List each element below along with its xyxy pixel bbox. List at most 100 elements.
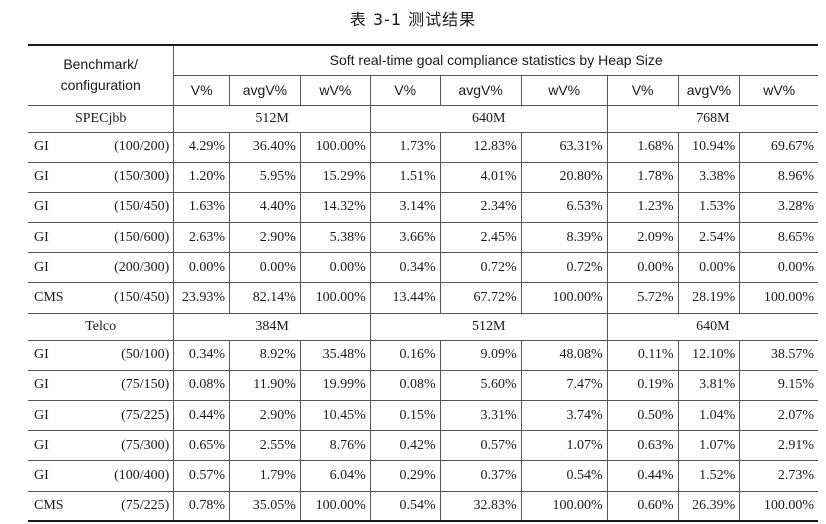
column-header: wV% bbox=[521, 75, 608, 106]
table-row: GI (50/100) 0.34% 8.92% 35.48% 0.16% 9.09% 48.0… bbox=[28, 340, 818, 371]
heap-size-header: 768M bbox=[607, 105, 818, 133]
value-cell: 3.66% bbox=[370, 222, 441, 254]
value-cell: 48.08% bbox=[521, 340, 608, 371]
section-name: Telco bbox=[28, 313, 175, 341]
value-cell: 0.15% bbox=[370, 400, 441, 432]
heap-size-header: 640M bbox=[370, 105, 608, 133]
value-cell: 5.72% bbox=[607, 282, 679, 314]
value-cell: 3.81% bbox=[678, 370, 741, 402]
value-cell: 2.90% bbox=[229, 400, 301, 432]
column-header: V% bbox=[370, 75, 441, 106]
value-cell: 4.01% bbox=[440, 162, 522, 193]
value-cell: 100.00% bbox=[300, 282, 371, 314]
value-cell: 32.83% bbox=[440, 491, 522, 523]
value-cell: 3.31% bbox=[440, 400, 522, 432]
group-title-header: Soft real-time goal compliance statistic… bbox=[173, 44, 818, 76]
value-cell: 100.00% bbox=[300, 491, 371, 523]
value-cell: 11.90% bbox=[229, 370, 301, 402]
value-cell: 0.00% bbox=[229, 252, 301, 284]
table-row: GI (100/400) 0.57% 1.79% 6.04% 0.29% 0.37% 0.54… bbox=[28, 460, 818, 492]
value-cell: 0.44% bbox=[173, 400, 231, 432]
value-cell: 1.07% bbox=[521, 430, 608, 462]
table-row: GI (150/450) 1.63% 4.40% 14.32% 3.14% 2.34% 6.5… bbox=[28, 192, 818, 224]
column-header: avgV% bbox=[440, 75, 522, 106]
table-row: GI (75/225) 0.44% 2.90% 10.45% 0.15% 3.31% 3.74… bbox=[28, 400, 818, 432]
value-cell: 100.00% bbox=[521, 491, 608, 523]
value-cell: 0.42% bbox=[370, 430, 441, 462]
value-cell: 1.51% bbox=[370, 162, 441, 193]
value-cell: 10.45% bbox=[300, 400, 371, 432]
value-cell: 14.32% bbox=[300, 192, 371, 224]
table-row: CMS (150/450) 23.93% 82.14% 100.00% 13.44% 67.… bbox=[28, 282, 818, 314]
heap-size-header: 512M bbox=[173, 105, 371, 133]
table-row: CMS (75/225) 0.78% 35.05% 100.00% 0.54% 32.83%… bbox=[28, 491, 818, 523]
value-cell: 0.54% bbox=[370, 491, 441, 523]
section-name: SPECjbb bbox=[28, 105, 175, 133]
value-cell: 2.09% bbox=[607, 222, 679, 254]
value-cell: 0.37% bbox=[440, 460, 522, 492]
value-cell: 100.00% bbox=[739, 282, 818, 314]
value-cell: 7.47% bbox=[521, 370, 608, 402]
value-cell: 2.54% bbox=[678, 222, 741, 254]
column-header: avgV% bbox=[229, 75, 301, 106]
gc-type-cell: GI bbox=[28, 370, 101, 402]
value-cell: 6.53% bbox=[521, 192, 608, 224]
table-row: GI (100/200) 4.29% 36.40% 100.00% 1.73% 12.83%… bbox=[28, 132, 818, 163]
value-cell: 8.96% bbox=[739, 162, 818, 193]
value-cell: 5.60% bbox=[440, 370, 522, 402]
value-cell: 0.00% bbox=[739, 252, 818, 284]
heap-size-header: 640M bbox=[607, 313, 818, 341]
value-cell: 63.31% bbox=[521, 132, 608, 163]
config-cell: (50/100) bbox=[100, 340, 175, 371]
value-cell: 69.67% bbox=[739, 132, 818, 163]
value-cell: 28.19% bbox=[678, 282, 741, 314]
benchmark-header-line1: Benchmark/ bbox=[63, 56, 139, 73]
config-cell: (100/200) bbox=[100, 132, 175, 163]
value-cell: 20.80% bbox=[521, 162, 608, 193]
gc-type-cell: CMS bbox=[28, 282, 101, 314]
value-cell: 1.07% bbox=[678, 430, 741, 462]
value-cell: 8.92% bbox=[229, 340, 301, 371]
value-cell: 0.29% bbox=[370, 460, 441, 492]
value-cell: 6.04% bbox=[300, 460, 371, 492]
value-cell: 9.15% bbox=[739, 370, 818, 402]
value-cell: 0.00% bbox=[678, 252, 741, 284]
value-cell: 100.00% bbox=[739, 491, 818, 523]
value-cell: 0.00% bbox=[607, 252, 679, 284]
value-cell: 12.10% bbox=[678, 340, 741, 371]
table-row: GI (75/150) 0.08% 11.90% 19.99% 0.08% 5.60% 7.4… bbox=[28, 370, 818, 402]
gc-type-cell: GI bbox=[28, 252, 101, 284]
heap-size-header: 384M bbox=[173, 313, 371, 341]
benchmark-header-line2: configuration bbox=[60, 77, 141, 94]
gc-type-cell: GI bbox=[28, 400, 101, 432]
value-cell: 2.45% bbox=[440, 222, 522, 254]
value-cell: 0.00% bbox=[300, 252, 371, 284]
value-cell: 100.00% bbox=[300, 132, 371, 163]
value-cell: 1.52% bbox=[678, 460, 741, 492]
table-row: GI (150/300) 1.20% 5.95% 15.29% 1.51% 4.01% 20.… bbox=[28, 162, 818, 193]
value-cell: 0.34% bbox=[370, 252, 441, 284]
value-cell: 3.74% bbox=[521, 400, 608, 432]
value-cell: 23.93% bbox=[173, 282, 231, 314]
value-cell: 1.78% bbox=[607, 162, 679, 193]
value-cell: 1.73% bbox=[370, 132, 441, 163]
value-cell: 1.79% bbox=[229, 460, 301, 492]
value-cell: 2.73% bbox=[739, 460, 818, 492]
value-cell: 1.20% bbox=[173, 162, 231, 193]
value-cell: 13.44% bbox=[370, 282, 441, 314]
header-row-2: V% avgV% wV% V% avgV% wV% V% avgV% wV% bbox=[28, 75, 818, 106]
section-row: SPECjbb 512M 640M 768M bbox=[28, 105, 818, 133]
value-cell: 1.53% bbox=[678, 192, 741, 224]
value-cell: 2.55% bbox=[229, 430, 301, 462]
value-cell: 0.08% bbox=[370, 370, 441, 402]
value-cell: 12.83% bbox=[440, 132, 522, 163]
value-cell: 35.05% bbox=[229, 491, 301, 523]
gc-type-cell: GI bbox=[28, 340, 101, 371]
table-body: Benchmark/ configuration Soft real-time … bbox=[28, 44, 818, 523]
value-cell: 82.14% bbox=[229, 282, 301, 314]
value-cell: 0.60% bbox=[607, 491, 679, 523]
value-cell: 2.63% bbox=[173, 222, 231, 254]
config-cell: (75/300) bbox=[100, 430, 175, 462]
config-cell: (75/225) bbox=[100, 400, 175, 432]
value-cell: 0.72% bbox=[521, 252, 608, 284]
